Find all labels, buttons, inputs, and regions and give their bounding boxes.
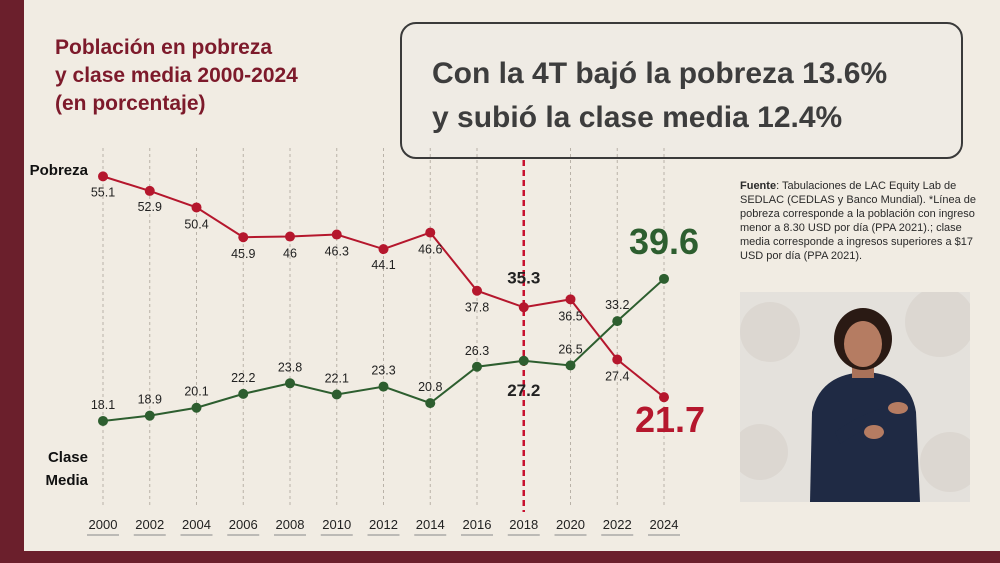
bottom-frame-bar	[0, 551, 1000, 563]
title-line-1: Población en pobreza	[55, 36, 273, 59]
poverty-data-label: 27.4	[605, 369, 629, 383]
poverty-data-label: 44.1	[371, 258, 395, 272]
poverty-data-label: 36.5	[558, 309, 582, 323]
x-tick-label: 2004	[182, 517, 211, 532]
x-tick-label: 2006	[229, 517, 258, 532]
middle-class-data-label: 22.1	[325, 372, 349, 386]
middle-class-point	[98, 415, 108, 426]
middle-class-data-label: 23.3	[371, 364, 395, 378]
poverty-data-label: 46.6	[418, 243, 442, 257]
x-tick-label: 2012	[369, 517, 398, 532]
x-tick-label: 2002	[135, 517, 164, 532]
poverty-data-label: 46.3	[325, 245, 349, 259]
middle-class-data-label: 20.1	[184, 385, 208, 399]
series-label-middle-line2: Media	[45, 472, 88, 489]
poverty-point	[378, 244, 389, 255]
middle-class-point	[144, 410, 155, 421]
middle-class-data-label: 27.2	[507, 381, 540, 400]
poverty-data-label: 46	[283, 247, 297, 261]
x-tick-label: 2016	[463, 517, 492, 532]
middle-class-point	[518, 355, 529, 366]
middle-class-data-label: 22.2	[231, 371, 255, 385]
series-label-middle-line1: Clase	[48, 449, 88, 466]
source-label: Fuente	[740, 180, 777, 192]
poverty-point	[565, 294, 576, 305]
middle-class-data-label: 18.9	[138, 393, 162, 407]
middle-class-point	[285, 378, 295, 389]
poverty-point	[425, 227, 436, 238]
poverty-data-label: 55.1	[91, 185, 115, 199]
middle-class-data-label: 39.6	[629, 221, 699, 262]
poverty-point	[518, 302, 529, 313]
middle-class-point	[472, 361, 482, 372]
poverty-data-label: 50.4	[184, 217, 208, 231]
middle-class-data-label: 33.2	[605, 298, 629, 312]
chart-title: Población en pobreza y clase media 2000-…	[55, 34, 375, 118]
middle-class-point	[238, 388, 249, 399]
x-tick-label: 2020	[556, 517, 585, 532]
poverty-data-label: 45.9	[231, 247, 255, 261]
middle-class-point	[331, 389, 342, 400]
poverty-data-label: 37.8	[465, 301, 489, 315]
left-frame-bar	[0, 0, 24, 563]
x-tick-label: 2008	[276, 517, 305, 532]
headline-line-2: y subió la clase media 12.4%	[432, 101, 843, 134]
source-note: Fuente: Tabulaciones de LAC Equity Lab d…	[740, 179, 980, 263]
middle-class-data-label: 26.5	[558, 342, 582, 356]
poverty-point	[472, 285, 482, 296]
middle-class-data-label: 18.1	[91, 398, 115, 412]
interpreter-figure	[740, 292, 970, 502]
poverty-point	[98, 171, 108, 182]
title-line-2: y clase media 2000-2024	[55, 64, 298, 87]
x-tick-label: 2014	[416, 517, 445, 532]
middle-class-data-label: 20.8	[418, 380, 442, 394]
x-tick-label: 2022	[603, 517, 632, 532]
middle-class-data-label: 26.3	[465, 344, 489, 358]
series-label-poverty: Pobreza	[30, 162, 89, 179]
poverty-data-label: 21.7	[635, 399, 705, 440]
poverty-point	[285, 231, 295, 242]
poverty-point	[612, 354, 623, 365]
middle-class-point	[425, 398, 436, 409]
poverty-point	[238, 232, 249, 243]
middle-class-point	[191, 402, 202, 413]
x-tick-label: 2000	[89, 517, 118, 532]
headline-box: Con la 4T bajó la pobreza 13.6% y subió …	[400, 22, 963, 159]
middle-class-data-label: 23.8	[278, 360, 302, 374]
poverty-point	[659, 392, 669, 403]
x-tick-label: 2024	[650, 517, 679, 532]
poverty-data-label: 52.9	[138, 200, 162, 214]
source-text: : Tabulaciones de LAC Equity Lab de SEDL…	[740, 180, 977, 262]
title-line-3: (en porcentaje)	[55, 92, 206, 115]
middle-class-point	[659, 273, 669, 284]
poverty-data-label: 35.3	[507, 268, 540, 287]
sign-language-interpreter	[740, 292, 970, 502]
poverty-point	[144, 185, 155, 196]
middle-class-point	[378, 381, 389, 392]
poverty-point	[331, 229, 342, 240]
headline-line-1: Con la 4T bajó la pobreza 13.6%	[432, 57, 888, 90]
middle-class-point	[612, 316, 623, 327]
middle-class-point	[565, 360, 576, 371]
poverty-point	[191, 202, 202, 213]
x-tick-label: 2010	[322, 517, 351, 532]
x-tick-label: 2018	[509, 517, 538, 532]
